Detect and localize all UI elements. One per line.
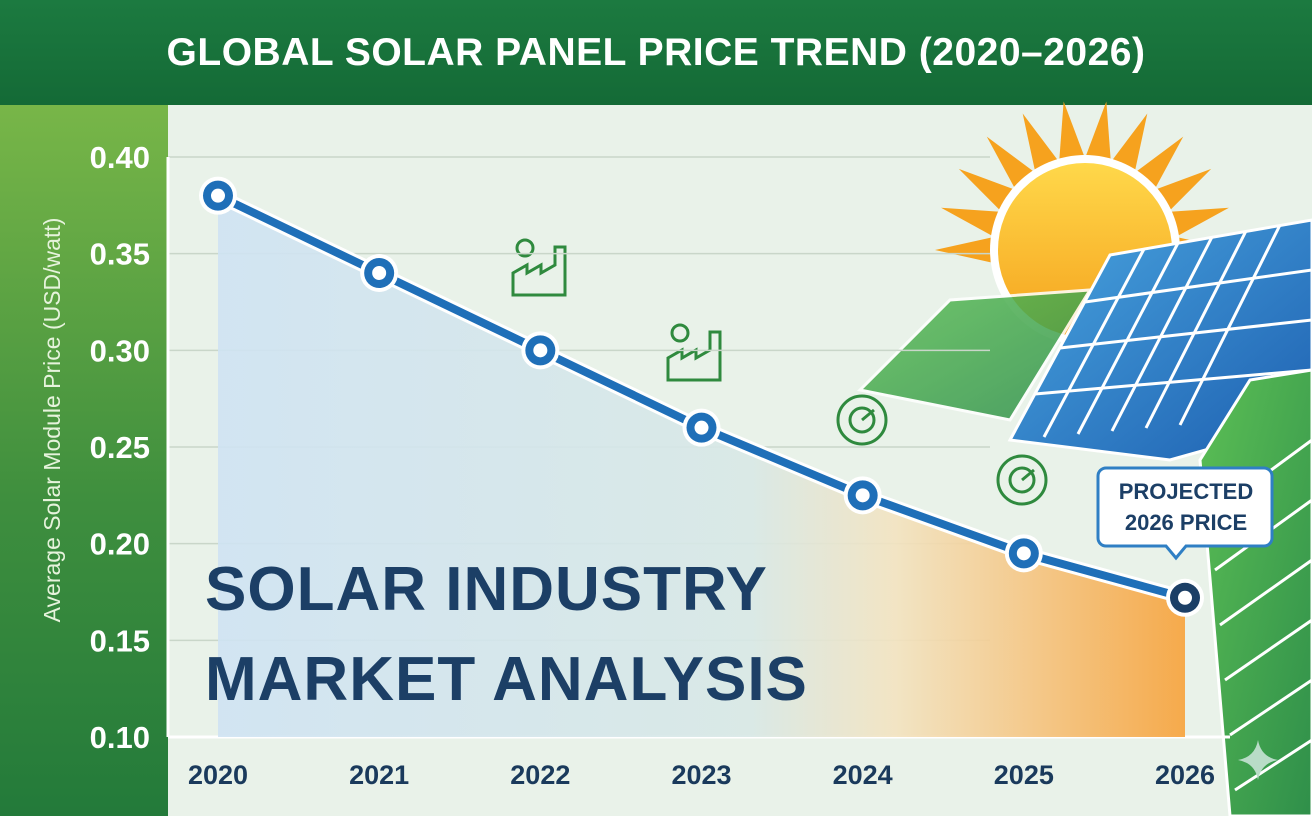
y-tick-label: 0.30 xyxy=(90,333,150,368)
callout-line-1: PROJECTED xyxy=(1119,479,1253,504)
y-tick-label: 0.40 xyxy=(90,140,150,175)
decor xyxy=(511,101,1312,816)
chart-title: GLOBAL SOLAR PANEL PRICE TREND (2020–202… xyxy=(166,30,1146,74)
factory-wrench-icon xyxy=(666,323,722,382)
x-tick-label: 2022 xyxy=(510,760,570,790)
data-point-center xyxy=(694,420,709,435)
overlay-line-1: SOLAR INDUSTRY xyxy=(205,555,768,624)
gears-cycle-icon xyxy=(996,454,1048,506)
header: GLOBAL SOLAR PANEL PRICE TREND (2020–202… xyxy=(0,0,1312,105)
y-tick-label: 0.20 xyxy=(90,527,150,562)
y-tick-label: 0.10 xyxy=(90,720,150,755)
x-tick-label: 2020 xyxy=(188,760,248,790)
x-ticks: 2020 2021 2022 2023 2024 2025 2026 xyxy=(188,760,1215,790)
data-point-center xyxy=(855,488,870,503)
x-tick-label: 2023 xyxy=(671,760,731,790)
x-tick-label: 2025 xyxy=(994,760,1054,790)
overlay-line-2: MARKET ANALYSIS xyxy=(205,645,808,714)
data-point-center xyxy=(1178,590,1192,605)
gear-gauge-icon xyxy=(836,394,888,446)
data-points xyxy=(199,176,1204,617)
y-tick-label: 0.35 xyxy=(90,237,150,272)
data-point-center xyxy=(372,266,387,280)
x-tick-label: 2026 xyxy=(1155,760,1215,790)
factory-gear-icon xyxy=(511,238,567,297)
data-point-center xyxy=(1016,546,1031,561)
y-axis-label: Average Solar Module Price (USD/watt) xyxy=(39,218,65,623)
x-tick-label: 2024 xyxy=(833,760,893,790)
callout: PROJECTED 2026 PRICE xyxy=(1096,466,1274,561)
data-point-center xyxy=(533,343,548,358)
area-fill xyxy=(218,195,1185,737)
data-point-center xyxy=(211,188,225,203)
y-tick-label: 0.15 xyxy=(90,623,150,658)
callout-line-2: 2026 PRICE xyxy=(1125,510,1247,535)
overlay-headline: SOLAR INDUSTRY MARKET ANALYSIS xyxy=(205,555,808,714)
x-tick-label: 2021 xyxy=(349,760,409,790)
y-axis-panel xyxy=(0,105,168,816)
sparkle-icon xyxy=(1238,740,1278,780)
y-tick-label: 0.25 xyxy=(90,430,150,465)
y-ticks: 0.10 0.15 0.20 0.25 0.30 0.35 0.40 xyxy=(90,140,150,755)
